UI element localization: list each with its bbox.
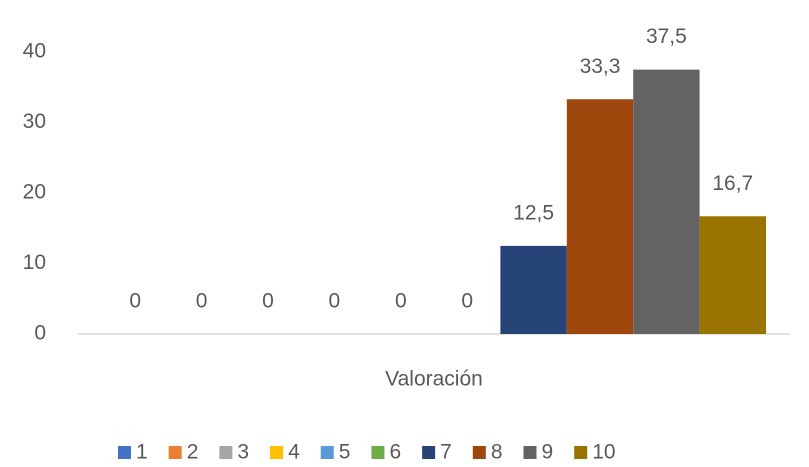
legend-swatch xyxy=(118,446,131,459)
bar xyxy=(566,99,634,334)
legend-label: 8 xyxy=(491,441,503,464)
x-tick-label: Valoración xyxy=(385,368,483,391)
legend-swatch xyxy=(574,446,588,459)
legend-swatch xyxy=(320,446,334,459)
legend-label: 2 xyxy=(187,441,199,464)
legend-label: 4 xyxy=(288,441,300,464)
data-label: 0 xyxy=(196,290,208,313)
y-tick-label: 40 xyxy=(23,40,46,63)
y-tick-label: 30 xyxy=(23,110,46,133)
data-label: 0 xyxy=(461,290,473,313)
legend-label: 5 xyxy=(339,441,351,464)
legend-label: 10 xyxy=(592,441,615,464)
data-label: 37,5 xyxy=(646,25,687,48)
legend-label: 1 xyxy=(136,441,148,464)
bar xyxy=(633,69,700,334)
legend-swatch xyxy=(371,446,385,459)
bar xyxy=(699,216,766,334)
bar xyxy=(500,245,567,334)
legend-label: 9 xyxy=(542,441,554,464)
data-label: 0 xyxy=(129,290,141,313)
legend-swatch xyxy=(523,446,537,459)
legend-label: 7 xyxy=(440,441,452,464)
y-tick-label: 20 xyxy=(23,181,46,204)
y-tick-label: 10 xyxy=(23,251,46,274)
legend-swatch xyxy=(422,446,436,459)
data-label: 33,3 xyxy=(580,55,621,78)
legend-label: 3 xyxy=(237,441,249,464)
y-tick-label: 0 xyxy=(34,322,46,345)
legend-swatch xyxy=(270,446,284,459)
legend-swatch xyxy=(472,446,486,459)
legend-label: 6 xyxy=(389,441,401,464)
legend-swatch xyxy=(168,446,182,459)
data-label: 0 xyxy=(329,290,341,313)
data-label: 16,7 xyxy=(712,172,753,195)
data-label: 0 xyxy=(395,290,407,313)
data-label: 12,5 xyxy=(513,201,554,224)
legend-swatch xyxy=(219,446,233,459)
data-label: 0 xyxy=(262,290,274,313)
